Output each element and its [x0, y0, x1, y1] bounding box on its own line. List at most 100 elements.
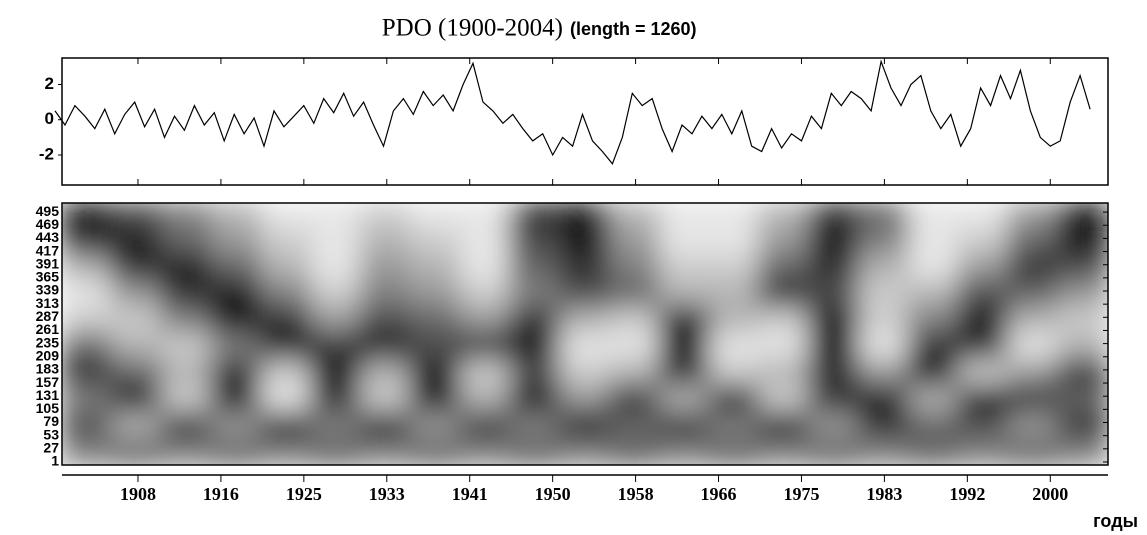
heatmap-cell — [509, 203, 562, 231]
heatmap-cell — [210, 385, 263, 414]
heatmap-cell — [907, 280, 960, 309]
heatmap-cell — [459, 333, 512, 362]
heatmap-cell — [409, 333, 462, 362]
heatmap-cell — [459, 411, 512, 440]
heatmap-cell — [708, 437, 761, 465]
heatmap-cell — [459, 280, 512, 309]
heatmap-cell — [62, 411, 113, 440]
heatmap-cell — [160, 228, 213, 257]
heatmap-cell — [359, 333, 412, 362]
heatmap-cell — [1007, 203, 1060, 231]
heatmap-cell — [1007, 437, 1060, 465]
x-axis-label: годы — [1093, 511, 1138, 531]
heatmap-cell — [210, 359, 263, 388]
heatmap-cell — [409, 306, 462, 335]
y-tick-label: 417 — [36, 242, 60, 258]
y-tick-label: -2 — [39, 144, 54, 163]
heatmap-cell — [857, 359, 910, 388]
heatmap-cell — [509, 437, 562, 465]
heatmap-cell — [1057, 280, 1108, 309]
heatmap-cell — [110, 280, 163, 309]
heatmap-cell — [808, 306, 860, 335]
heatmap-cell — [559, 306, 611, 335]
heatmap-cell — [907, 306, 960, 335]
y-tick-label: 0 — [45, 109, 54, 128]
heatmap-cell — [409, 359, 462, 388]
heatmap-cell — [857, 333, 910, 362]
heatmap-cell — [310, 306, 362, 335]
heatmap-cell — [658, 333, 711, 362]
heatmap-cell — [359, 306, 412, 335]
heatmap-cell — [608, 359, 661, 388]
heatmap-cell — [1007, 385, 1060, 414]
heatmap-cell — [658, 437, 711, 465]
heatmap-cell — [62, 333, 113, 362]
heatmap-cell — [758, 411, 811, 440]
heatmap-cell — [210, 280, 263, 309]
heatmap-cell — [1057, 228, 1108, 257]
heatmap-cell — [260, 254, 313, 283]
heatmap-cell — [559, 385, 611, 414]
heatmap-cell — [559, 437, 611, 465]
heatmap-cell — [210, 411, 263, 440]
x-tick-label: 1925 — [286, 484, 322, 504]
heatmap-cell — [907, 203, 960, 231]
heatmap-cell — [907, 385, 960, 414]
heatmap-cell — [62, 385, 113, 414]
heatmap-cell — [608, 437, 661, 465]
heatmap-cell — [260, 333, 313, 362]
heatmap-cell — [758, 359, 811, 388]
heatmap-cell — [658, 254, 711, 283]
heatmap-cell — [1007, 254, 1060, 283]
x-tick-label: 1992 — [949, 484, 985, 504]
heatmap-cell — [808, 228, 860, 257]
heatmap-cell — [658, 306, 711, 335]
heatmap-cell — [708, 411, 761, 440]
heatmap-cell — [957, 228, 1010, 257]
heatmap-cell — [957, 254, 1010, 283]
heatmap-cell — [210, 306, 263, 335]
heatmap-cell — [1007, 333, 1060, 362]
x-tick-label: 1916 — [203, 484, 239, 504]
heatmap-cell — [1057, 333, 1108, 362]
heatmap-cell — [708, 333, 761, 362]
x-tick-label: 1941 — [452, 484, 488, 504]
heatmap-cell — [310, 254, 362, 283]
heatmap-cell — [708, 280, 761, 309]
y-tick-label: 105 — [36, 400, 60, 416]
heatmap-cell — [758, 385, 811, 414]
chart-title: PDO (1900-2004) — [382, 15, 563, 42]
heatmap-cell — [808, 333, 860, 362]
heatmap-cell — [708, 228, 761, 257]
y-tick-label: 469 — [36, 216, 60, 232]
heatmap-cell — [409, 280, 462, 309]
heatmap-cell — [857, 203, 910, 231]
x-tick-label: 1908 — [120, 484, 156, 504]
heatmap-cell — [957, 203, 1010, 231]
x-tick-label: 1975 — [783, 484, 819, 504]
heatmap-cell — [907, 228, 960, 257]
heatmap-cell — [1007, 280, 1060, 309]
heatmap-cell — [907, 333, 960, 362]
heatmap-cell — [509, 228, 562, 257]
heatmap-cell — [160, 306, 213, 335]
heatmap-cell — [608, 411, 661, 440]
heatmap-cell — [758, 333, 811, 362]
heatmap-cell — [808, 280, 860, 309]
heatmap-cell — [110, 359, 163, 388]
y-tick-label: 131 — [36, 387, 60, 403]
y-tick-label: 27 — [43, 440, 59, 456]
heatmap-cell — [62, 280, 113, 309]
heatmap-cell — [110, 437, 163, 465]
heatmap-cell — [310, 333, 362, 362]
heatmap-cell — [409, 254, 462, 283]
heatmap-cell — [1007, 359, 1060, 388]
heatmap-cell — [310, 411, 362, 440]
heatmap-cell — [658, 411, 711, 440]
x-tick-label: 1950 — [535, 484, 571, 504]
heatmap-cell — [210, 437, 263, 465]
heatmap-cell — [658, 280, 711, 309]
y-tick-label: 235 — [36, 334, 60, 350]
heatmap-cell — [608, 280, 661, 309]
heatmap-cell — [708, 306, 761, 335]
